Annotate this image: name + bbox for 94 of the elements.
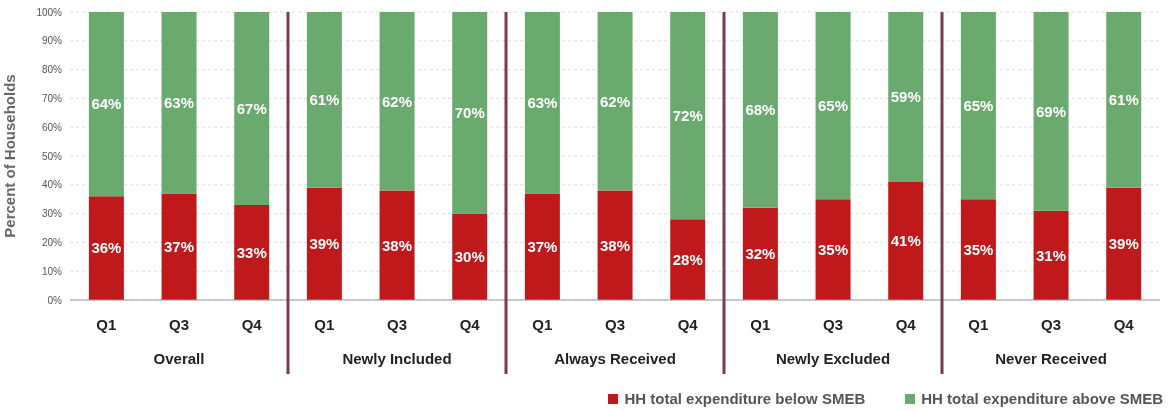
bar <box>524 193 560 300</box>
bar <box>306 187 342 300</box>
x-tick-label: Q4 <box>459 316 481 333</box>
bar <box>161 12 197 194</box>
data-label: 72% <box>672 107 703 124</box>
data-label: 35% <box>963 240 994 258</box>
x-tick-label: Q3 <box>386 316 408 333</box>
x-tick-label: Q1 <box>968 316 989 333</box>
y-tick-label: 10% <box>41 265 63 277</box>
bar <box>1033 12 1069 211</box>
bar <box>379 12 415 191</box>
bar <box>597 190 633 300</box>
y-tick-label: 0% <box>47 294 63 306</box>
data-label: 38% <box>382 236 413 254</box>
data-label: 62% <box>600 92 631 110</box>
y-tick-label: 60% <box>41 121 63 133</box>
data-label: 68% <box>745 101 776 119</box>
data-label: 64% <box>91 95 122 113</box>
x-tick-label: Q3 <box>168 316 190 333</box>
data-label: 30% <box>454 248 485 266</box>
x-tick-label: Q4 <box>677 316 699 333</box>
bar <box>1033 210 1069 300</box>
bar <box>815 12 851 200</box>
bar <box>742 207 778 300</box>
bar <box>161 193 197 300</box>
bar <box>960 199 996 300</box>
bar <box>670 219 706 300</box>
y-tick-label: 20% <box>41 236 63 248</box>
data-label: 69% <box>1036 102 1067 120</box>
x-tick-label: Q3 <box>604 316 626 333</box>
data-label: 28% <box>672 251 703 269</box>
bar <box>524 12 560 194</box>
bar <box>670 12 706 220</box>
bar <box>1106 187 1142 300</box>
data-label: 65% <box>818 96 849 114</box>
x-tick-label: Q4 <box>1113 316 1135 333</box>
data-label: 38% <box>600 236 631 254</box>
x-tick-label: Q3 <box>1040 316 1062 333</box>
bar <box>88 196 124 300</box>
bar <box>597 12 633 191</box>
y-axis-title: Percent of Households <box>1 74 19 238</box>
bar <box>452 12 488 214</box>
data-label: 33% <box>236 243 267 261</box>
bar <box>742 12 778 208</box>
text: Overall <box>153 350 205 367</box>
bar <box>888 181 924 300</box>
bar <box>815 199 851 300</box>
data-label: 67% <box>236 99 267 117</box>
x-tick-label: Q1 <box>750 316 771 333</box>
bar <box>888 12 924 182</box>
data-label: 59% <box>890 88 921 106</box>
bar <box>88 12 124 197</box>
y-tick-label: 90% <box>41 35 63 47</box>
data-label: 36% <box>91 239 122 257</box>
x-tick-label: Q4 <box>895 316 917 333</box>
data-label: 32% <box>745 245 776 263</box>
data-label: 62% <box>382 92 413 110</box>
bar <box>234 12 270 205</box>
bar <box>379 190 415 300</box>
data-label: 70% <box>454 104 485 122</box>
x-tick-label: Q3 <box>822 316 844 333</box>
data-label: 35% <box>818 240 849 258</box>
y-tick-label: 70% <box>41 92 63 104</box>
y-tick-label: 80% <box>41 64 63 76</box>
bar <box>452 213 488 300</box>
data-label: 37% <box>164 238 195 256</box>
text: Always Received <box>554 350 676 367</box>
data-label: 63% <box>527 94 558 112</box>
y-tick-label: 100% <box>36 6 63 18</box>
x-tick-label: Q4 <box>241 316 263 333</box>
data-label: 61% <box>1108 91 1139 109</box>
data-label: 31% <box>1036 246 1067 264</box>
bar <box>306 12 342 188</box>
x-tick-label: Q1 <box>532 316 553 333</box>
data-label: 41% <box>890 232 921 250</box>
y-tick-label: 40% <box>41 179 63 191</box>
text: Newly Excluded <box>775 350 891 367</box>
data-label: 61% <box>309 91 340 109</box>
legend-label: HH total expenditure below SMEB <box>624 390 866 407</box>
data-label: 65% <box>963 96 994 114</box>
data-label: 39% <box>309 235 340 253</box>
text: Never Received <box>995 350 1107 367</box>
x-tick-label: Q1 <box>96 316 117 333</box>
text: Newly Included <box>342 350 452 367</box>
data-label: 37% <box>527 238 558 256</box>
bar <box>960 12 996 200</box>
y-tick-label: 50% <box>41 150 63 162</box>
y-tick-label: 30% <box>41 208 63 220</box>
x-tick-label: Q1 <box>314 316 335 333</box>
data-label: 39% <box>1108 235 1139 253</box>
legend-label: HH total expenditure above SMEB <box>921 390 1163 407</box>
bar <box>234 204 270 300</box>
bar <box>1106 12 1142 188</box>
data-label: 63% <box>164 94 195 112</box>
